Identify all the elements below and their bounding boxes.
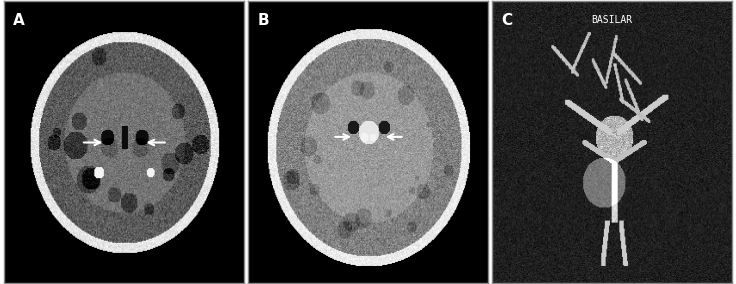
Text: B: B: [258, 13, 269, 28]
Text: C: C: [501, 13, 513, 28]
Text: BASILAR: BASILAR: [592, 15, 633, 26]
Text: A: A: [13, 13, 25, 28]
